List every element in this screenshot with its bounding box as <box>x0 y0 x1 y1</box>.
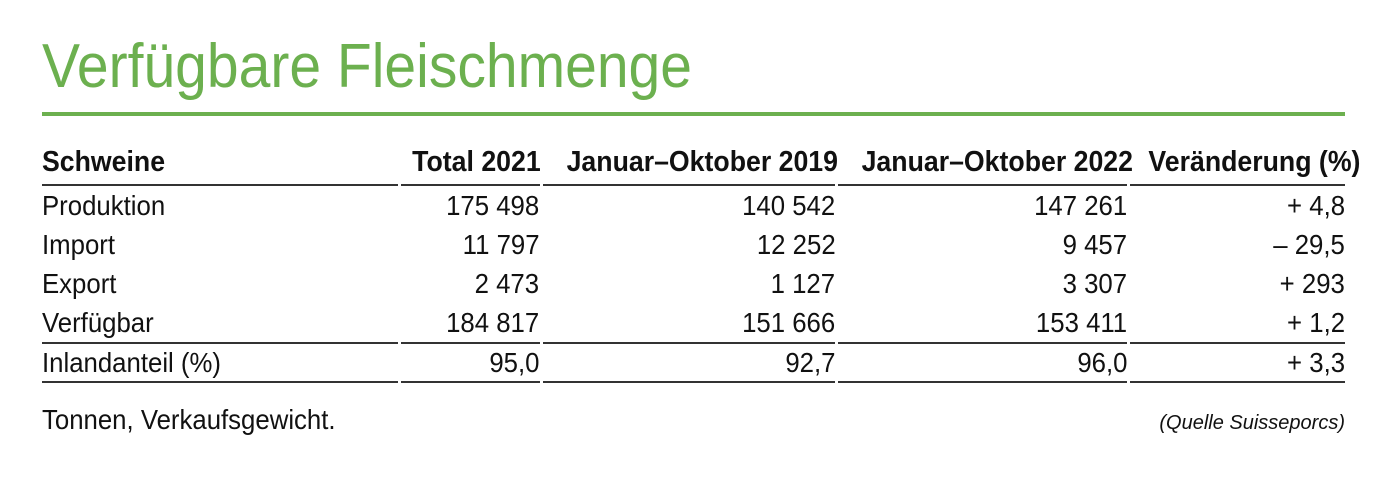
row-label-cell: Produktion <box>42 190 166 221</box>
value-cell: 3 307 <box>1062 268 1128 299</box>
row-label-cell: Export <box>42 268 117 299</box>
column-header-jan-okt-2022: Januar–Oktober 2022 <box>838 146 1133 186</box>
value-cell: 175 498 <box>446 190 540 221</box>
column-header-veraenderung: Veränderung (%) <box>1130 146 1361 186</box>
value-cell: 151 666 <box>542 303 836 344</box>
value-cell: 147 261 <box>1034 190 1128 221</box>
row-label-cell: Import <box>42 229 116 260</box>
table-row-verfuegbar: Verfügbar 184 817 151 666 153 411 + 1,2 <box>42 303 1345 344</box>
change-cell: + 1,2 <box>1130 303 1345 344</box>
change-cell: + 4,8 <box>1286 190 1345 221</box>
value-cell: 96,0 <box>838 344 1128 383</box>
value-cell: 140 542 <box>742 190 836 221</box>
column-header-schweine: Schweine <box>42 146 399 186</box>
meat-quantity-table: Schweine Total 2021 Januar–Oktober 2019 … <box>39 146 1361 383</box>
page-title-text: Verfügbare Fleischmenge <box>42 32 693 101</box>
title-divider <box>42 112 1345 116</box>
value-cell: 12 252 <box>756 229 836 260</box>
page-title: Verfügbare Fleischmenge <box>42 36 749 98</box>
table-row-produktion: Produktion 175 498 140 542 147 261 + 4,8 <box>42 186 1345 225</box>
change-cell: – 29,5 <box>1273 229 1345 260</box>
table-header: Schweine Total 2021 Januar–Oktober 2019 … <box>42 146 1361 186</box>
value-cell: 1 127 <box>770 268 836 299</box>
change-cell: + 3,3 <box>1130 344 1345 383</box>
table-row-inlandanteil: Inlandanteil (%) 95,0 92,7 96,0 + 3,3 <box>42 344 1345 383</box>
value-cell: 92,7 <box>542 344 836 383</box>
value-cell: 184 817 <box>401 303 540 344</box>
row-label-cell: Inlandanteil (%) <box>42 344 399 383</box>
unit-note: Tonnen, Verkaufsgewicht. <box>42 404 336 435</box>
column-header-jan-okt-2019: Januar–Oktober 2019 <box>542 146 838 186</box>
value-cell: 9 457 <box>1062 229 1128 260</box>
table-body: Produktion 175 498 140 542 147 261 + 4,8… <box>42 186 1345 383</box>
column-header-total-2021: Total 2021 <box>401 146 541 186</box>
value-cell: 95,0 <box>401 344 540 383</box>
value-cell: 11 797 <box>462 229 540 260</box>
change-cell: + 293 <box>1279 268 1345 299</box>
value-cell: 153 411 <box>838 303 1128 344</box>
value-cell: 2 473 <box>475 268 540 299</box>
table-header-row: Schweine Total 2021 Januar–Oktober 2019 … <box>42 146 1361 186</box>
footnotes: Tonnen, Verkaufsgewicht. (Quelle Suissep… <box>42 402 1345 441</box>
table-row-import: Import 11 797 12 252 9 457 – 29,5 <box>42 225 1345 264</box>
source-note: (Quelle Suisseporcs) <box>1159 412 1345 434</box>
row-label-cell: Verfügbar <box>42 303 399 344</box>
table-row-export: Export 2 473 1 127 3 307 + 293 <box>42 264 1345 303</box>
